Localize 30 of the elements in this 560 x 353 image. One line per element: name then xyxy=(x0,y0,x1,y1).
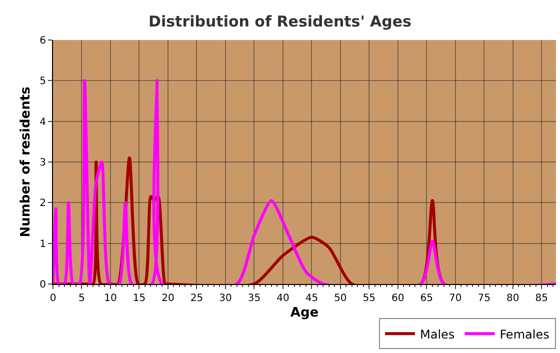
x-tick-label: 75 xyxy=(478,293,491,304)
x-tick-label: 0 xyxy=(50,293,56,304)
x-tick-label: 10 xyxy=(104,293,117,304)
y-tick-label: 4 xyxy=(40,116,46,128)
x-tick-label: 65 xyxy=(420,293,434,304)
x-tick-label: 80 xyxy=(506,293,520,304)
y-tick-label: 2 xyxy=(40,198,46,210)
y-axis-title: Number of residents xyxy=(18,86,34,238)
y-tick-label: 3 xyxy=(40,158,46,168)
x-tick-label: 40 xyxy=(276,293,290,304)
x-tick-label: 70 xyxy=(449,293,462,304)
x-tick-label: 25 xyxy=(190,293,204,304)
x-tick-label: 20 xyxy=(162,293,174,304)
x-tick-label: 60 xyxy=(392,293,404,304)
y-tick-label: 1 xyxy=(40,238,46,250)
x-tick-label: 15 xyxy=(132,293,146,304)
y-tick-label: 5 xyxy=(40,76,46,88)
x-tick-label: 30 xyxy=(219,293,232,304)
y-tick-label: 0 xyxy=(40,280,46,290)
x-tick-label: 35 xyxy=(248,293,261,304)
x-tick-label: 50 xyxy=(334,293,347,304)
x-axis-title: Age xyxy=(290,306,319,321)
x-tick-label: 85 xyxy=(535,293,548,304)
chart-title: Distribution of Residents' Ages xyxy=(148,12,412,30)
legend-label: Females xyxy=(500,327,550,342)
legend-label: Males xyxy=(420,327,455,342)
y-tick-label: 6 xyxy=(40,36,46,46)
x-tick-label: 45 xyxy=(305,293,318,304)
x-tick-label: 55 xyxy=(362,293,376,304)
x-tick-label: 5 xyxy=(78,293,85,304)
